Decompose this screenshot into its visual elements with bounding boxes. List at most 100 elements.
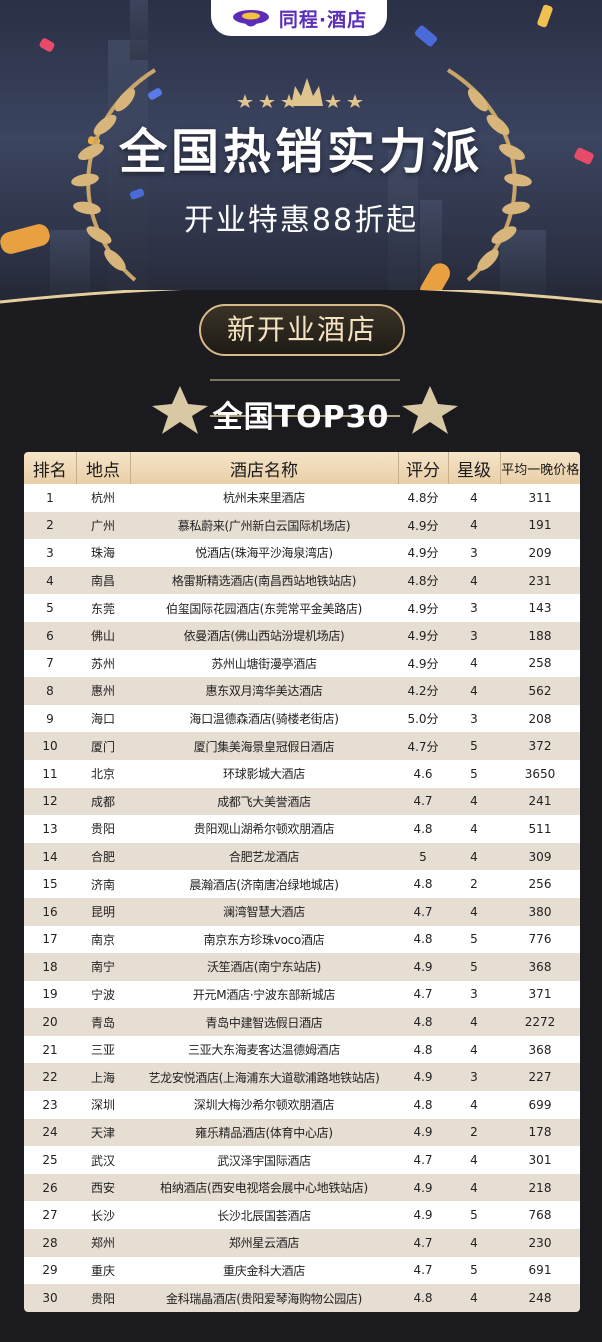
location-cell: 济南 bbox=[90, 877, 115, 892]
star-level-cell: 5 bbox=[470, 959, 478, 974]
hotel-name-cell: 海口温德森酒店(骑楼老街店) bbox=[189, 712, 339, 727]
laurel-left-graphic bbox=[71, 68, 157, 282]
hotel-name-cell: 惠东双月湾华美达酒店 bbox=[205, 684, 323, 699]
table-row[interactable]: 12 成都 成都飞大美誉酒店 4.7 4 241 bbox=[24, 787, 580, 816]
rank-cell: 3 bbox=[46, 545, 54, 560]
brand-logo-icon bbox=[232, 10, 269, 27]
price-cell: 301 bbox=[528, 1153, 552, 1168]
price-cell: 231 bbox=[528, 573, 552, 588]
table-row[interactable]: 24 天津 雍乐精品酒店(体育中心店) 4.9 2 178 bbox=[24, 1118, 580, 1147]
rating-cell: 4.7 bbox=[413, 1263, 433, 1278]
hotel-name-cell: 青岛中建智选假日酒店 bbox=[205, 1015, 323, 1030]
table-row[interactable]: 4 南昌 格雷斯精选酒店(南昌西站地铁站店) 4.8分 4 231 bbox=[24, 566, 580, 595]
skyscraper-graphic bbox=[388, 150, 418, 300]
table-row[interactable]: 30 贵阳 金科瑞晶酒店(贵阳爱琴海购物公园店) 4.8 4 248 bbox=[24, 1284, 580, 1312]
table-row[interactable]: 16 昆明 澜湾智慧大酒店 4.7 4 380 bbox=[24, 897, 580, 926]
hotel-name-cell: 金科瑞晶酒店(贵阳爱琴海购物公园店) bbox=[166, 1291, 362, 1306]
hotel-name-cell: 深圳大梅沙希尔顿欢朋酒店 bbox=[193, 1098, 335, 1113]
table-header-row: 排名 地点 酒店名称 评分 星级 平均一晚价格 bbox=[24, 452, 580, 484]
rank-cell: 21 bbox=[42, 1042, 58, 1057]
hotel-name-cell: 长沙北辰国荟酒店 bbox=[217, 1208, 311, 1223]
confetti-graphic bbox=[38, 37, 56, 53]
table-row[interactable]: 3 珠海 悦酒店(珠海平沙海泉湾店) 4.9分 3 209 bbox=[24, 539, 580, 567]
table-row[interactable]: 6 佛山 依曼酒店(佛山西站汾堤机场店) 4.9分 3 188 bbox=[24, 621, 580, 650]
price-cell: 3650 bbox=[524, 766, 556, 781]
rating-cell: 4.9分 bbox=[407, 629, 439, 644]
star-level-cell: 3 bbox=[470, 545, 478, 560]
table-row[interactable]: 8 惠州 惠东双月湾华美达酒店 4.2分 4 562 bbox=[24, 677, 580, 705]
location-cell: 佛山 bbox=[90, 629, 115, 644]
laurel-right-graphic bbox=[446, 68, 532, 282]
location-cell: 深圳 bbox=[90, 1098, 115, 1113]
table-row[interactable]: 20 青岛 青岛中建智选假日酒店 4.8 4 2272 bbox=[24, 1008, 580, 1036]
hotel-name-cell: 武汉泽宇国际酒店 bbox=[217, 1153, 311, 1168]
rating-cell: 4.2分 bbox=[407, 684, 439, 699]
star-level-cell: 5 bbox=[470, 739, 478, 754]
table-row[interactable]: 19 宁波 开元M酒店·宁波东部新城店 4.7 3 371 bbox=[24, 980, 580, 1009]
table-row[interactable]: 14 合肥 合肥艺龙酒店 5 4 309 bbox=[24, 842, 580, 871]
table-row[interactable]: 10 厦门 厦门集美海景皇冠假日酒店 4.7分 5 372 bbox=[24, 732, 580, 760]
star-level-cell: 4 bbox=[470, 794, 478, 809]
table-row[interactable]: 9 海口 海口温德森酒店(骑楼老街店) 5.0分 3 208 bbox=[24, 704, 580, 733]
rating-cell: 4.8 bbox=[413, 1015, 433, 1030]
star-level-cell: 5 bbox=[470, 1263, 478, 1278]
table-row[interactable]: 13 贵阳 贵阳观山湖希尔顿欢朋酒店 4.8 4 511 bbox=[24, 815, 580, 843]
rating-cell: 4.8 bbox=[413, 821, 433, 836]
rating-cell: 4.8 bbox=[413, 877, 433, 892]
table-row[interactable]: 23 深圳 深圳大梅沙希尔顿欢朋酒店 4.8 4 699 bbox=[24, 1091, 580, 1119]
price-cell: 208 bbox=[528, 711, 552, 726]
star-level-cell: 4 bbox=[470, 490, 478, 505]
rating-cell: 4.9 bbox=[413, 1208, 433, 1223]
hero-banner: 全国热销实力派 开业特惠88折起 bbox=[0, 0, 602, 345]
table-row[interactable]: 27 长沙 长沙北辰国荟酒店 4.9 5 768 bbox=[24, 1201, 580, 1230]
hotel-ranking-table: 排名 地点 酒店名称 评分 星级 平均一晚价格 1 杭州 杭州未来里酒店 4.8分 4 311 2 广州… bbox=[24, 452, 580, 1312]
star-level-cell: 3 bbox=[470, 711, 478, 726]
rating-cell: 5.0分 bbox=[407, 712, 439, 727]
table-row[interactable]: 22 上海 艺龙安悦酒店(上海浦东大道歇浦路地铁站店) 4.9 3 227 bbox=[24, 1063, 580, 1092]
rating-cell: 4.9分 bbox=[407, 656, 439, 671]
price-cell: 368 bbox=[528, 959, 552, 974]
location-cell: 贵阳 bbox=[90, 822, 115, 837]
location-cell: 西安 bbox=[90, 1181, 115, 1196]
star-level-cell: 3 bbox=[470, 628, 478, 643]
star-level-cell: 4 bbox=[470, 1235, 478, 1250]
table-row[interactable]: 5 东莞 伯玺国际花园酒店(东莞常平金美路店) 4.9分 3 143 bbox=[24, 594, 580, 622]
location-cell: 郑州 bbox=[90, 1236, 115, 1251]
star-level-cell: 4 bbox=[470, 1042, 478, 1057]
location-cell: 南宁 bbox=[90, 960, 115, 975]
new-hotels-badge: 新开业酒店 bbox=[199, 304, 405, 356]
table-row[interactable]: 17 南京 南京东方珍珠voco酒店 4.8 5 776 bbox=[24, 925, 580, 954]
table-row[interactable]: 25 武汉 武汉泽宇国际酒店 4.7 4 301 bbox=[24, 1146, 580, 1174]
location-cell: 合肥 bbox=[90, 850, 115, 865]
hotel-name-cell: 开元M酒店·宁波东部新城店 bbox=[192, 987, 336, 1002]
table-row[interactable]: 7 苏州 苏州山塘街漫亭酒店 4.9分 4 258 bbox=[24, 649, 580, 678]
rank-cell: 10 bbox=[42, 739, 58, 754]
rank-cell: 5 bbox=[46, 601, 54, 616]
table-row[interactable]: 28 郑州 郑州星云酒店 4.7 4 230 bbox=[24, 1229, 580, 1257]
table-row[interactable]: 26 西安 柏纳酒店(西安电视塔会展中心地铁站店) 4.9 4 218 bbox=[24, 1173, 580, 1202]
hotel-name-cell: 慕私蔚来(广州新白云国际机场店) bbox=[177, 518, 351, 533]
star-level-cell: 4 bbox=[470, 518, 478, 533]
table-row[interactable]: 29 重庆 重庆金科大酒店 4.7 5 691 bbox=[24, 1256, 580, 1285]
price-cell: 191 bbox=[528, 518, 552, 533]
hotel-name-cell: 柏纳酒店(西安电视塔会展中心地铁站店) bbox=[160, 1181, 368, 1196]
table-row[interactable]: 11 北京 环球影城大酒店 4.6 5 3650 bbox=[24, 759, 580, 788]
star-level-cell: 5 bbox=[470, 932, 478, 947]
hotel-name-cell: 艺龙安悦酒店(上海浦东大道歇浦路地铁站店) bbox=[148, 1070, 380, 1085]
rating-cell: 4.7 bbox=[413, 794, 433, 809]
price-cell: 230 bbox=[528, 1235, 552, 1250]
table-row[interactable]: 2 广州 慕私蔚来(广州新白云国际机场店) 4.9分 4 191 bbox=[24, 511, 580, 540]
rating-cell: 4.8 bbox=[413, 1097, 433, 1112]
rank-cell: 18 bbox=[42, 959, 58, 974]
price-cell: 368 bbox=[528, 1042, 552, 1057]
header-location: 地点 bbox=[76, 452, 131, 484]
table-row[interactable]: 15 济南 晨瀚酒店(济南唐冶绿地城店) 4.8 2 256 bbox=[24, 870, 580, 898]
star-level-cell: 4 bbox=[470, 573, 478, 588]
table-row[interactable]: 21 三亚 三亚大东海麦客达温德姆酒店 4.8 4 368 bbox=[24, 1035, 580, 1064]
location-cell: 厦门 bbox=[90, 739, 115, 754]
location-cell: 成都 bbox=[90, 794, 115, 809]
table-row[interactable]: 18 南宁 沃笙酒店(南宁东站店) 4.9 5 368 bbox=[24, 953, 580, 981]
rating-cell: 4.7 bbox=[413, 904, 433, 919]
star-level-cell: 3 bbox=[470, 987, 478, 1002]
table-row[interactable]: 1 杭州 杭州未来里酒店 4.8分 4 311 bbox=[24, 484, 580, 512]
